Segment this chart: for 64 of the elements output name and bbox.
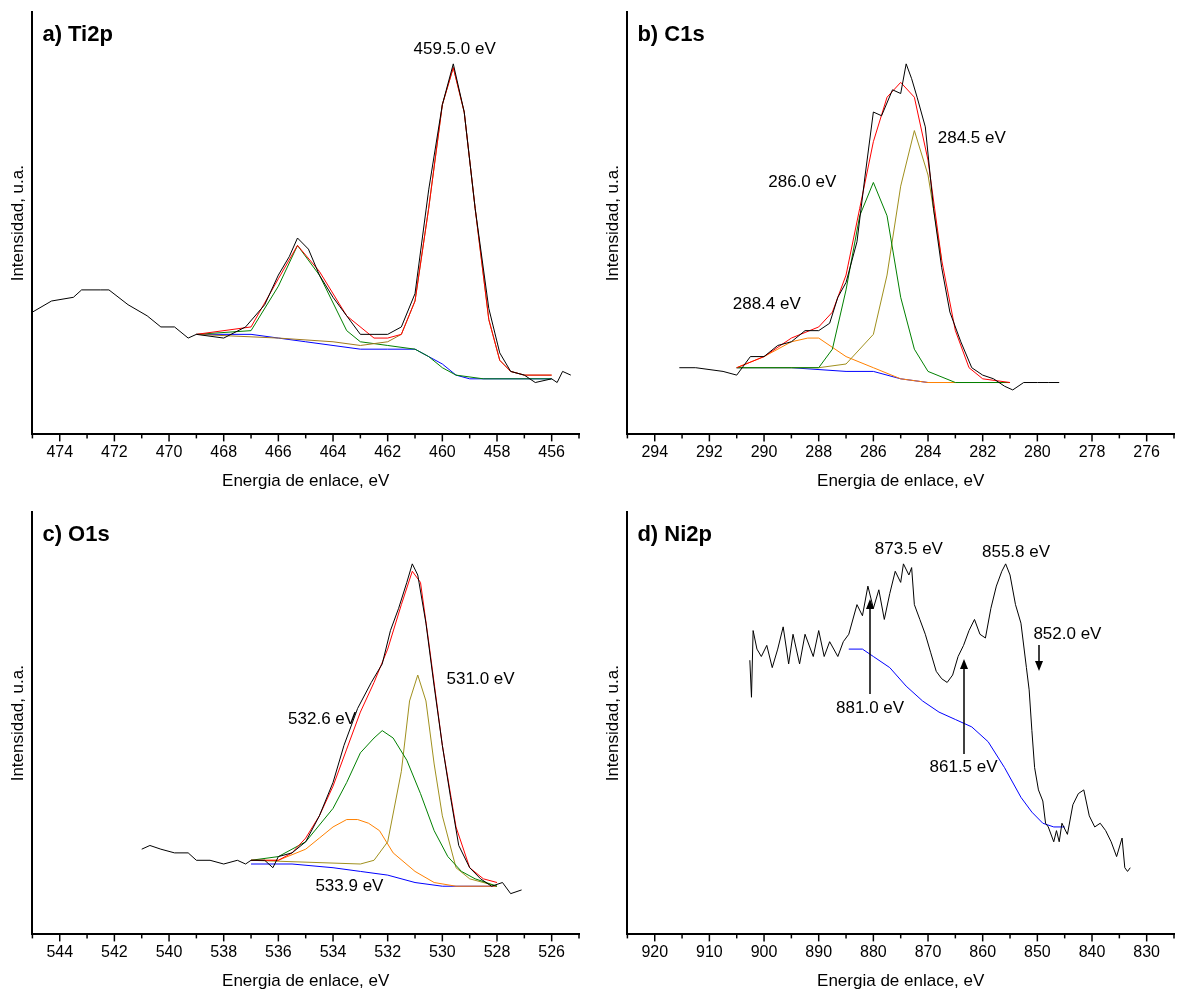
x-tick-label: 284 [914, 443, 942, 461]
text: 459.5.0 eV [413, 38, 497, 58]
x-tick-label: 472 [101, 443, 128, 461]
x-tick-label: 466 [265, 443, 292, 461]
x-tick-label: 530 [429, 943, 456, 961]
y-axis-title: Intensidad, u.a. [7, 665, 27, 782]
annotation: 852.0 eV [1033, 623, 1103, 643]
x-tick-label: 900 [750, 943, 778, 961]
x-tick-label: 290 [750, 443, 778, 461]
x-tick-label: 470 [155, 443, 183, 461]
x-tick-label: 280 [1024, 443, 1051, 461]
x-tick-label: 542 [101, 943, 128, 961]
x-axis-title: Energia de enlace, eV [222, 471, 390, 491]
x-tick-label: 460 [429, 443, 456, 461]
annotation: 286.0 eV [768, 172, 837, 192]
x-tick-label: 462 [374, 443, 402, 461]
x-tick-label: 870 [914, 943, 942, 961]
annotation: 288.4 eV [732, 294, 802, 314]
x-tick-label: 288 [805, 443, 833, 461]
x-tick-label: 840 [1078, 943, 1106, 961]
chart-title: b) C1s [637, 21, 705, 47]
x-tick-label: 294 [641, 443, 669, 461]
y-axis-title: Intensidad, u.a. [7, 165, 27, 282]
x-tick-label: 286 [860, 443, 887, 461]
text: 855.8 eV [982, 542, 1051, 562]
text: 873.5 eV [874, 538, 944, 558]
x-tick-label: 292 [696, 443, 723, 461]
x-tick-label: 474 [46, 443, 74, 461]
x-tick-label: 458 [483, 443, 511, 461]
x-tick-label: 544 [46, 943, 74, 961]
x-axis-title: Energia de enlace, eV [817, 971, 985, 991]
x-tick-label: 850 [1024, 943, 1051, 961]
annotation: 533.9 eV [315, 875, 385, 895]
annotation: 531.0 eV [446, 668, 516, 688]
x-tick-label: 540 [155, 943, 183, 961]
chart-title: d) Ni2p [637, 521, 712, 547]
x-tick-label: 910 [696, 943, 723, 961]
x-tick-label: 890 [805, 943, 833, 961]
x-tick-label: 464 [319, 443, 347, 461]
x-axis-title: Energia de enlace, eV [222, 971, 390, 991]
x-tick-label: 282 [969, 443, 997, 461]
x-tick-label: 880 [860, 943, 887, 961]
x-tick-label: 276 [1133, 443, 1161, 461]
chart-title: c) O1s [42, 521, 110, 547]
annotation: 881.0 eV [836, 698, 905, 718]
x-tick-label: 538 [210, 943, 238, 961]
annotation: 284.5 eV [937, 127, 1007, 147]
annotation: 532.6 eV [288, 709, 357, 729]
x-tick-label: 456 [538, 443, 566, 461]
x-tick-label: 860 [969, 943, 997, 961]
x-tick-label: 534 [319, 943, 347, 961]
x-tick-label: 528 [483, 943, 511, 961]
chart-title: a) Ti2p [42, 21, 113, 47]
x-tick-label: 532 [374, 943, 402, 961]
annotation: 861.5 eV [929, 757, 999, 777]
y-axis-title: Intensidad, u.a. [602, 165, 622, 282]
y-axis-title: Intensidad, u.a. [602, 665, 622, 782]
x-tick-label: 830 [1133, 943, 1161, 961]
x-tick-label: 278 [1078, 443, 1106, 461]
x-axis-title: Energia de enlace, eV [817, 471, 985, 491]
x-tick-label: 920 [641, 943, 669, 961]
x-tick-label: 536 [265, 943, 292, 961]
x-tick-label: 526 [538, 943, 566, 961]
x-tick-label: 468 [210, 443, 238, 461]
